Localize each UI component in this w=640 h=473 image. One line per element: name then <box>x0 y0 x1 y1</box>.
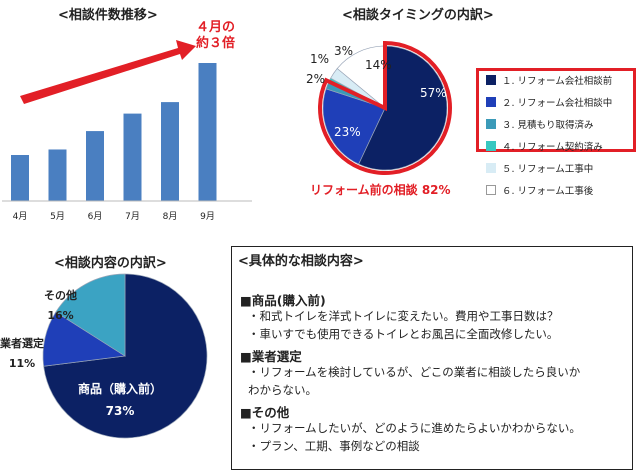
legend-label: ６. リフォーム工事後 <box>502 186 594 197</box>
bar-9月 <box>198 63 217 201</box>
content-pie-slice-3 <box>55 273 126 357</box>
bar-chart-title: <相談件数推移> <box>58 8 158 23</box>
timing-legend-item: ２. リフォーム会社相談中 <box>486 96 612 112</box>
content-pie-label-other-name: その他 <box>44 289 77 302</box>
legend-label: ４. リフォーム契約済み <box>502 142 603 153</box>
timing-legend-item: ５. リフォーム工事中 <box>486 162 593 178</box>
timing-pie-label: 1% <box>310 52 330 66</box>
legend-swatch <box>486 141 496 151</box>
timing-pie <box>318 40 452 175</box>
details-item: ・和式トイレを洋式トイレに変えたい。費用や工事日数は？ <box>248 309 559 323</box>
bar-8月 <box>161 102 179 201</box>
details-section-heading: ■業者選定 <box>240 349 302 364</box>
timing-pie-slice-2 <box>322 88 386 165</box>
timing-pie-label: 23% <box>334 125 361 139</box>
timing-legend-item: ４. リフォーム契約済み <box>486 140 603 156</box>
legend-swatch <box>486 119 496 129</box>
bar-tick-label: 5月 <box>50 212 65 222</box>
details-section-heading: ■その他 <box>240 405 290 420</box>
details-item: ・車いすでも使用できるトイレとお風呂に全面改修したい。 <box>248 327 559 341</box>
timing-pie-label: 3% <box>334 44 354 58</box>
details-section-heading: ■商品(購入前) <box>240 293 326 308</box>
bar-tick-label: 9月 <box>200 212 215 222</box>
details-item: わからない。 <box>248 383 317 397</box>
timing-pie-slice-1 <box>358 45 448 171</box>
timing-legend-item: ３. 見積もり取得済み <box>486 118 594 134</box>
content-pie-title: <相談内容の内訳> <box>54 256 167 271</box>
bar-4月 <box>11 155 29 201</box>
content-pie-label-vendor: 業者選定 11% <box>0 334 44 374</box>
content-pie-label-vendor-name: 業者選定 <box>0 337 44 350</box>
timing-legend-highlight-box <box>476 68 636 152</box>
timing-pie-label: 2% <box>306 72 326 86</box>
legend-label: ５. リフォーム工事中 <box>502 164 594 175</box>
bar-tick-label: 7月 <box>125 212 140 222</box>
content-pie-label-vendor-value: 11% <box>8 357 36 370</box>
legend-label: ３. 見積もり取得済み <box>502 120 594 131</box>
bar-tick-label: 6月 <box>87 212 103 222</box>
bar-5月 <box>48 149 67 201</box>
details-box <box>231 246 633 470</box>
content-pie <box>42 273 208 439</box>
legend-swatch <box>486 97 496 107</box>
details-item: ・リフォームしたいが、どのように進めたらよいかわからない。 <box>248 421 581 435</box>
timing-pie-highlight-outline <box>318 40 452 175</box>
growth-annotation-line1: ４月の <box>196 20 236 35</box>
legend-swatch <box>486 75 496 85</box>
timing-highlight-caption: リフォーム前の相談 82% <box>310 183 451 197</box>
bar-6月 <box>86 131 104 201</box>
timing-legend-item: ６. リフォーム工事後 <box>486 184 593 200</box>
content-pie-label-main-name: 商品（購入前） <box>78 382 163 396</box>
bar-chart <box>2 40 252 202</box>
details-title: <具体的な相談内容> <box>238 254 364 269</box>
timing-pie-label: 57% <box>420 86 447 100</box>
bar-7月 <box>123 113 142 201</box>
details-item: ・プラン、工期、事例などの相談 <box>248 439 420 453</box>
timing-legend-item: １. リフォーム会社相談前 <box>486 74 612 90</box>
content-pie-label-other: その他 16% <box>44 286 77 326</box>
content-pie-label-other-value: 16% <box>47 309 74 322</box>
timing-pie-label: 14% <box>365 58 392 72</box>
content-pie-label-main-value: 73% <box>105 404 135 418</box>
bar-tick-label: 4月 <box>12 212 28 222</box>
legend-swatch <box>486 185 496 195</box>
content-pie-label-main: 商品（購入前） 73% <box>78 378 162 422</box>
legend-label: ２. リフォーム会社相談中 <box>502 98 613 109</box>
details-item: ・リフォームを検討しているが、どこの業者に相談したら良いか <box>248 365 581 379</box>
legend-swatch <box>486 163 496 173</box>
growth-annotation: ４月の 約３倍 <box>196 20 235 52</box>
legend-label: １. リフォーム会社相談前 <box>502 76 613 87</box>
growth-arrow <box>20 40 196 104</box>
bar-tick-label: 8月 <box>162 212 178 222</box>
timing-pie-title: <相談タイミングの内訳> <box>342 8 494 23</box>
growth-annotation-line2: 約３倍 <box>196 36 236 51</box>
